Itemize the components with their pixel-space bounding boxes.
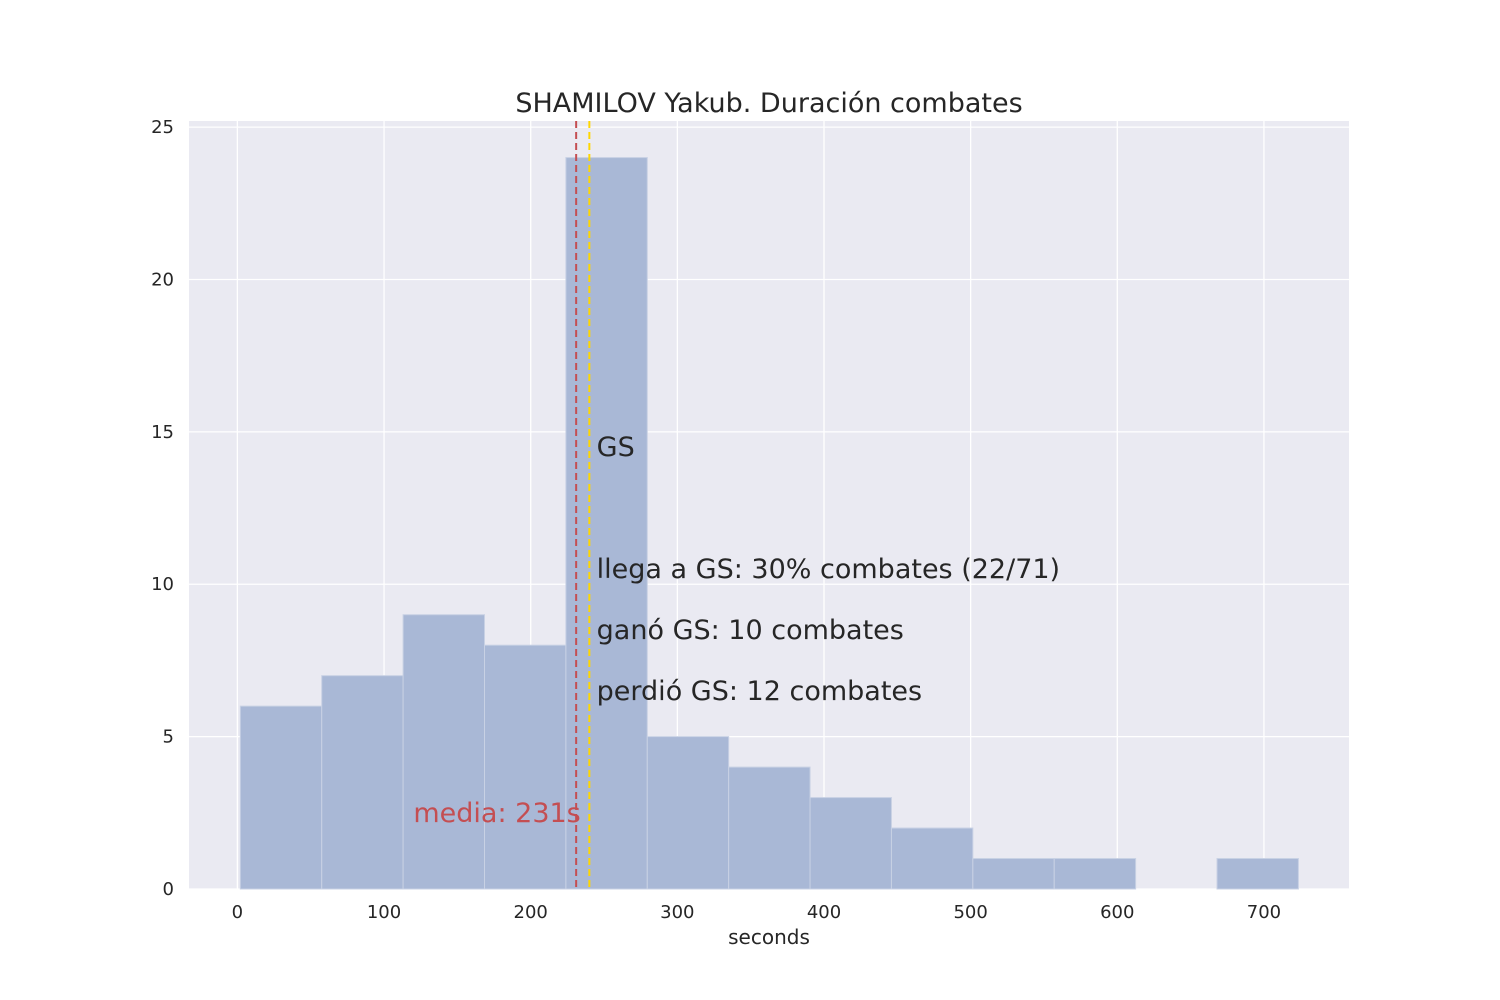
histogram-bar [565,157,648,890]
axis-ticks: 0 100 200 300 400 500 600 700 0 5 10 15 20 25 [151,117,1281,923]
annotation-text: ganó GS: 10 combates [597,615,904,646]
y-tick-label: 0 [163,879,174,900]
histogram-bar [972,858,1055,890]
histogram-bar [890,827,974,890]
mean-label: media: 231s [413,798,580,829]
y-tick-label: 10 [151,574,174,595]
x-axis-label: seconds [728,925,810,949]
histogram-bars [239,157,1299,890]
x-tick-label: 400 [807,902,841,923]
y-tick-label: 25 [151,117,174,138]
histogram-bar [1053,858,1137,890]
x-tick-label: 300 [660,902,694,923]
y-tick-label: 15 [151,422,174,443]
y-tick-label: 5 [163,727,174,748]
annotation-text: llega a GS: 30% combates (22/71) [597,554,1060,585]
reference-lines [575,121,591,889]
histogram-bar [483,644,567,890]
histogram-bar [321,675,404,890]
x-tick-label: 0 [232,902,243,923]
histogram-bar [728,766,811,890]
annotations: media: 231s GS llega a GS: 30% combates (2… [413,432,1060,829]
annotation-text: perdió GS: 12 combates [597,676,922,707]
x-tick-label: 100 [367,902,401,923]
x-tick-label: 600 [1100,902,1134,923]
histogram-bar [239,705,323,890]
x-tick-label: 500 [953,902,987,923]
chart-title: SHAMILOV Yakub. Duración combates [515,88,1022,119]
x-tick-label: 700 [1247,902,1281,923]
y-tick-label: 20 [151,269,174,290]
histogram-bar [809,797,892,890]
histogram-bar [1216,858,1299,890]
histogram-bar [402,614,485,890]
histogram-bar [646,736,730,890]
x-tick-label: 200 [514,902,548,923]
annotation-text: GS [597,432,635,463]
